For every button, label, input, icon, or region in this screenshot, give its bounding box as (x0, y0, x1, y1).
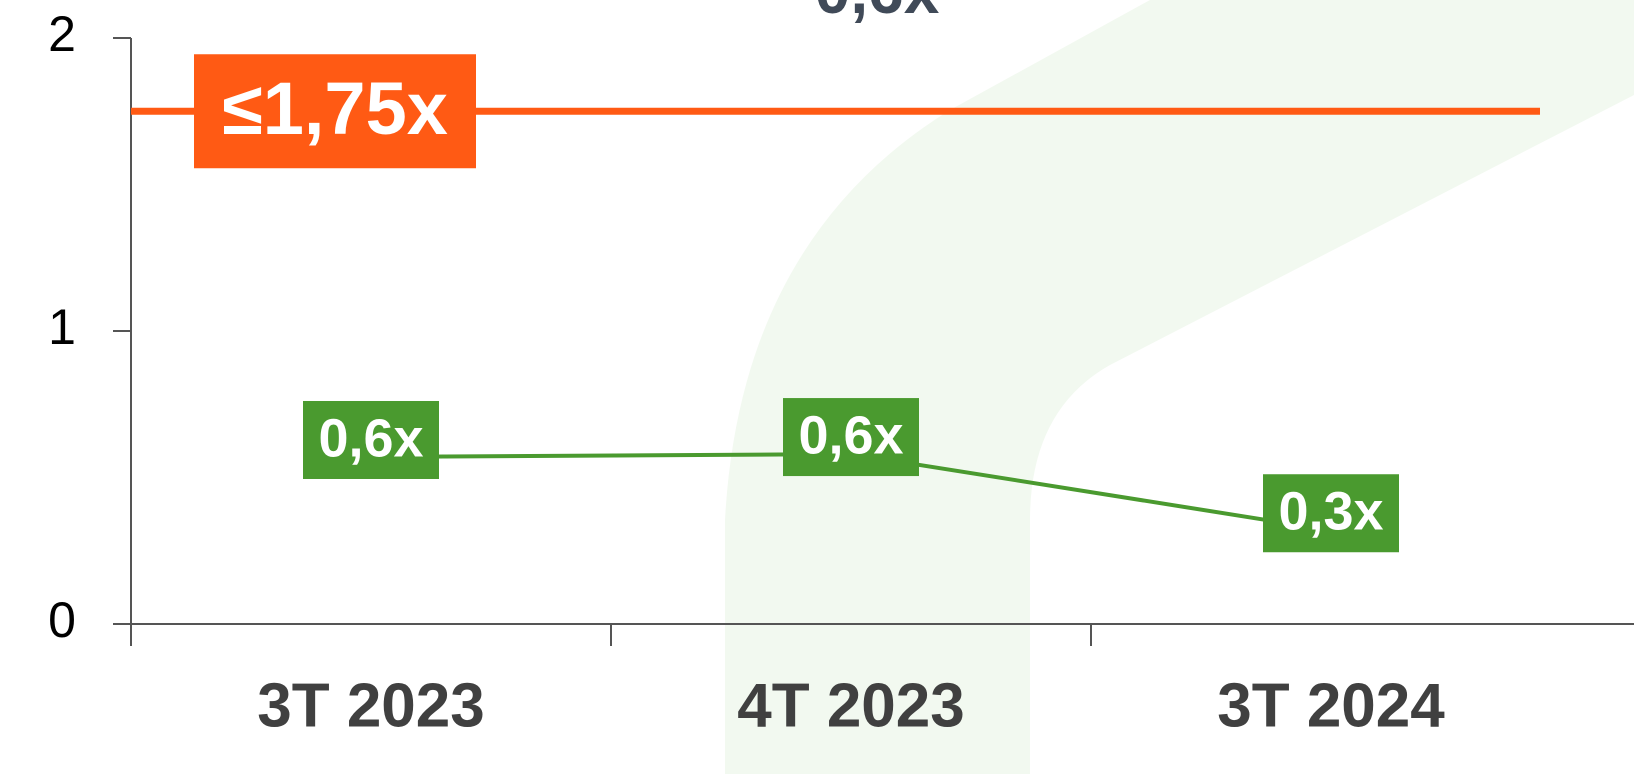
reference-label-box (194, 54, 476, 169)
point-label-box (303, 400, 439, 479)
y-tick-label: 0 (48, 592, 76, 648)
x-tick-label: 3T 2023 (257, 671, 485, 740)
y-tick-label: 2 (48, 6, 76, 62)
reference-label: ≤1,75x (222, 67, 448, 150)
chart-title: 0,6x (815, 0, 940, 27)
point-label: 0,6x (798, 405, 903, 465)
point-label: 0,6x (318, 408, 423, 468)
y-tick-label: 1 (48, 299, 76, 355)
point-label: 0,3x (1278, 482, 1383, 542)
background-shape (725, 0, 1634, 774)
point-label-box (1263, 474, 1399, 553)
x-tick-label: 3T 2024 (1217, 671, 1445, 740)
x-tick-label: 4T 2023 (737, 671, 965, 740)
point-label-box (783, 398, 919, 477)
